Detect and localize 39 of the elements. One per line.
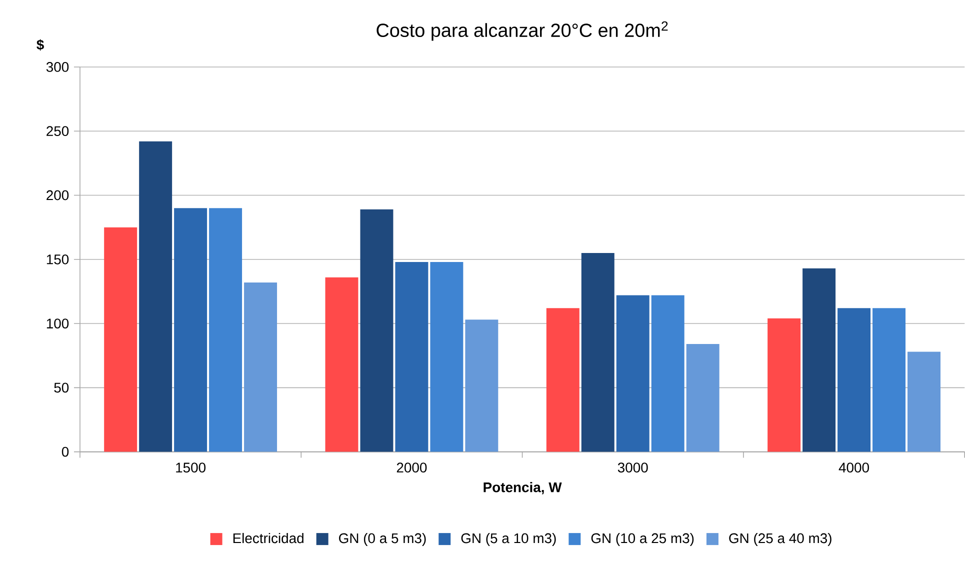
x-tick-label: 4000 (838, 462, 869, 473)
y-axis-title: $ (36, 39, 44, 51)
y-tick-label: 0 (62, 446, 69, 457)
bar (872, 308, 906, 452)
y-tick-label: 100 (46, 318, 69, 329)
bar (104, 227, 138, 452)
bar (651, 295, 684, 452)
y-tick-label: 300 (46, 62, 69, 72)
bar (174, 208, 208, 452)
bar (244, 282, 278, 452)
chart-title: Costo para alcanzar 20°C en 20m$^{2}$ (376, 21, 668, 41)
bar (546, 308, 580, 452)
x-axis-title: Potencia, W (484, 482, 562, 494)
bar (395, 262, 428, 452)
x-tick-label: 2000 (396, 462, 427, 473)
bar (209, 208, 242, 452)
bar (430, 262, 464, 452)
bar (616, 295, 650, 452)
bar (686, 344, 720, 452)
bar (768, 318, 801, 452)
y-tick-label: 150 (46, 254, 69, 264)
bar (360, 209, 394, 452)
bar (802, 268, 836, 452)
legend-label: Electricidad (233, 533, 304, 544)
y-tick-label: 50 (54, 382, 69, 393)
legend-label: GN (10 a 25 m3) (591, 533, 694, 546)
x-tick-label: 1500 (176, 462, 206, 473)
bar (581, 253, 614, 452)
bar (325, 277, 358, 452)
bar (465, 320, 498, 452)
y-tick-label: 200 (46, 190, 69, 200)
y-tick-label: 250 (46, 126, 69, 136)
legend-label: GN (25 a 40 m3) (729, 533, 832, 546)
legend-label: GN (0 a 5 m3) (339, 533, 426, 546)
bar (139, 142, 172, 452)
bar (838, 308, 871, 452)
x-tick-label: 3000 (618, 462, 648, 473)
legend-label: GN (5 a 10 m3) (461, 533, 556, 546)
bar (908, 352, 940, 452)
